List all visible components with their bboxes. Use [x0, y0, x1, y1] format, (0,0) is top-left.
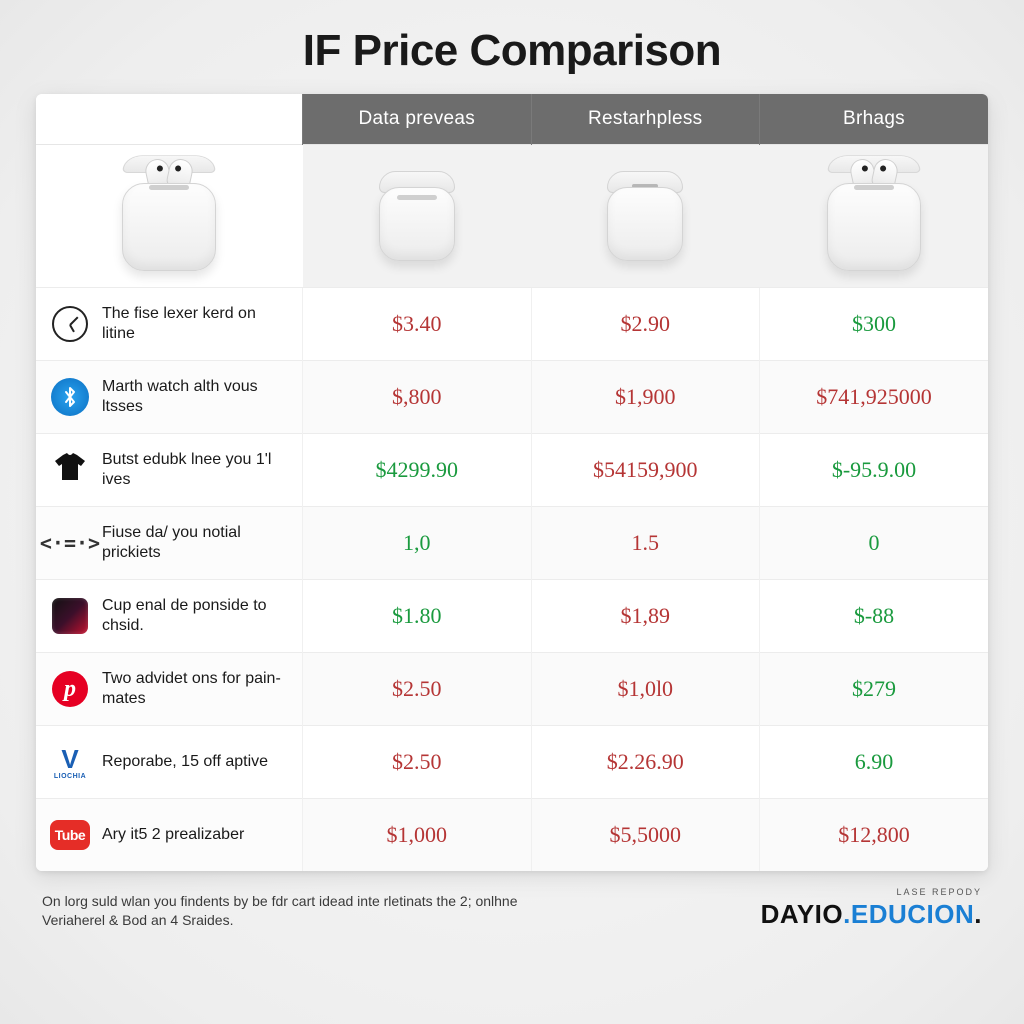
row-label: Fiuse da/ you notial prickiets — [102, 523, 292, 563]
price-cell: $1,000 — [303, 799, 531, 872]
price-cell: 1,0 — [303, 507, 531, 580]
product-image-0 — [114, 155, 224, 275]
price-cell: $1,900 — [531, 361, 759, 434]
price-cell: $2.50 — [303, 653, 531, 726]
row-label: The fise lexer kerd on litine — [102, 304, 292, 344]
price-cell: 1.5 — [531, 507, 759, 580]
shirt-icon — [50, 450, 90, 490]
comparison-table: Data preveas Restarhpless Brhags The fis… — [36, 94, 988, 871]
table-row: The fise lexer kerd on litine $3.40$2.90$… — [36, 288, 988, 361]
price-cell: $5,5000 — [531, 799, 759, 872]
price-cell: $2.50 — [303, 726, 531, 799]
price-cell: 0 — [759, 507, 988, 580]
tube-icon: Tube — [50, 815, 90, 855]
row-label: Ary it5 2 prealizaber — [102, 825, 244, 845]
row-label: Reporabe, 15 off aptive — [102, 752, 268, 772]
page-title: IF Price Comparison — [303, 26, 721, 76]
product-image-row — [36, 145, 988, 288]
bluetooth-icon — [50, 377, 90, 417]
code-icon: <·=·> — [50, 523, 90, 563]
table-row: Cup enal de ponside to chsid. $1.80$1,89$… — [36, 580, 988, 653]
price-cell: $-88 — [759, 580, 988, 653]
price-cell: $12,800 — [759, 799, 988, 872]
price-cell: $54159,900 — [531, 434, 759, 507]
row-label: Butst edubk lnee you 1'l ives — [102, 450, 292, 490]
column-header-3: Brhags — [759, 94, 988, 145]
row-label: Two advidet ons for pain-mates — [102, 669, 292, 709]
table-row: Marth watch alth vous ltsses $,800$1,900$… — [36, 361, 988, 434]
price-cell: $279 — [759, 653, 988, 726]
price-cell: $741,925000 — [759, 361, 988, 434]
brand-block: LASE REPODY DAYIO.EDUCION. — [761, 887, 982, 930]
price-cell: $300 — [759, 288, 988, 361]
price-cell: $1.80 — [303, 580, 531, 653]
price-cell: $,800 — [303, 361, 531, 434]
footnote: On lorg suld wlan you findents by be fdr… — [42, 892, 562, 930]
price-cell: $4299.90 — [303, 434, 531, 507]
app-icon — [50, 596, 90, 636]
footer: On lorg suld wlan you findents by be fdr… — [36, 887, 988, 930]
table-row: Tube Ary it5 2 prealizaber $1,000$5,5000$1… — [36, 799, 988, 872]
clock-icon — [50, 304, 90, 344]
brand-small: LASE REPODY — [761, 887, 982, 897]
price-cell: $3.40 — [303, 288, 531, 361]
table-row: <·=·> Fiuse da/ you notial prickiets 1,01.… — [36, 507, 988, 580]
row-label: Cup enal de ponside to chsid. — [102, 596, 292, 636]
price-cell: $2.26.90 — [531, 726, 759, 799]
price-cell: $1,89 — [531, 580, 759, 653]
price-cell: $-95.9.00 — [759, 434, 988, 507]
table-row: p Two advidet ons for pain-mates $2.50$1,0… — [36, 653, 988, 726]
column-header-2: Restarhpless — [531, 94, 759, 145]
product-image-2 — [599, 165, 691, 265]
v-brand-icon: VLIOCHIA — [50, 742, 90, 782]
price-cell: 6.90 — [759, 726, 988, 799]
brand-logo: DAYIO.EDUCION. — [761, 899, 982, 930]
table-row: Butst edubk lnee you 1'l ives $4299.90$54… — [36, 434, 988, 507]
header-blank — [36, 94, 303, 145]
price-cell: $1,0l0 — [531, 653, 759, 726]
product-image-3 — [819, 155, 929, 275]
product-image-1 — [371, 165, 463, 265]
column-header-1: Data preveas — [303, 94, 531, 145]
comparison-card: Data preveas Restarhpless Brhags The fis… — [36, 94, 988, 871]
table-row: VLIOCHIA Reporabe, 15 off aptive $2.50$2.2… — [36, 726, 988, 799]
pinterest-icon: p — [50, 669, 90, 709]
row-label: Marth watch alth vous ltsses — [102, 377, 292, 417]
price-cell: $2.90 — [531, 288, 759, 361]
